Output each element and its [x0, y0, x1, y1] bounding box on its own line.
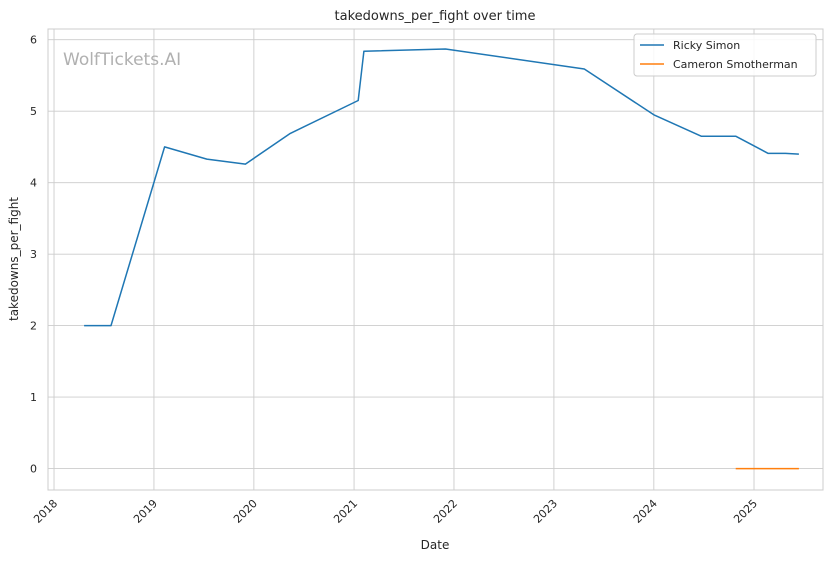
- legend-label-cameron-smotherman: Cameron Smotherman: [673, 58, 798, 71]
- y-tick-label: 5: [30, 105, 37, 118]
- watermark: WolfTickets.AI: [63, 50, 181, 70]
- series-line-ricky-simon: [84, 48, 799, 327]
- x-tick-label: 2022: [431, 497, 460, 526]
- y-axis-label: takedowns_per_fight: [7, 197, 21, 321]
- tick-labels: 2018 2019 2020 2021 2022 2023 2024 2025 0 1 2 3 4 5 6: [30, 34, 760, 526]
- x-tick-label: 2019: [131, 497, 160, 526]
- chart-title: takedowns_per_fight over time: [335, 9, 536, 24]
- x-tick-label: 2025: [731, 497, 760, 526]
- y-tick-label: 4: [30, 177, 37, 190]
- series-layer: [84, 48, 799, 470]
- x-tick-label: 2018: [31, 497, 60, 526]
- plot-frame: [47, 28, 824, 491]
- x-tick-label: 2020: [231, 497, 260, 526]
- y-tick-label: 6: [30, 34, 37, 47]
- y-tick-label: 1: [30, 391, 37, 404]
- y-tick-label: 3: [30, 248, 37, 261]
- y-tick-label: 2: [30, 320, 37, 333]
- x-axis-label: Date: [421, 538, 450, 552]
- legend-box: [633, 33, 817, 77]
- legend: Ricky Simon Cameron Smotherman: [633, 33, 817, 77]
- grid: [48, 29, 823, 490]
- x-tick-label: 2021: [331, 497, 360, 526]
- x-tick-label: 2023: [531, 497, 560, 526]
- x-tick-label: 2024: [631, 497, 660, 526]
- legend-label-ricky-simon: Ricky Simon: [673, 39, 740, 52]
- y-tick-label: 0: [30, 463, 37, 476]
